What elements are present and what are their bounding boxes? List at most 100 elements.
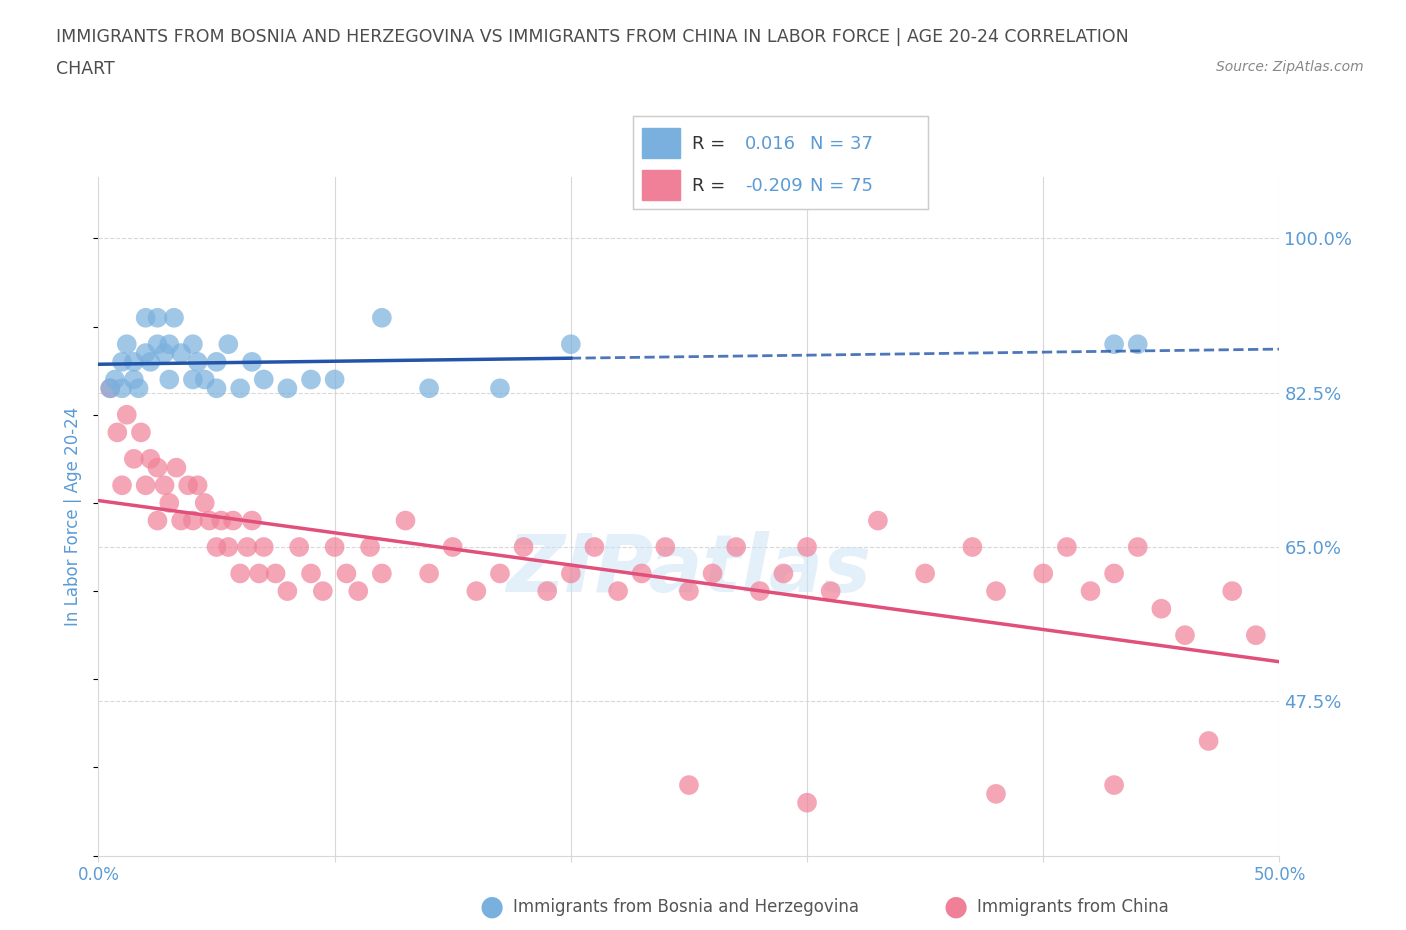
Point xyxy=(128,381,150,396)
Point xyxy=(654,539,676,554)
Point xyxy=(299,566,322,581)
Point xyxy=(135,346,157,361)
Point xyxy=(371,311,394,325)
Point xyxy=(371,566,394,581)
Text: ●: ● xyxy=(479,893,505,921)
Point xyxy=(98,381,121,396)
Point xyxy=(122,451,145,466)
Point xyxy=(205,381,228,396)
Text: R =: R = xyxy=(692,135,725,153)
Point xyxy=(165,460,187,475)
Point xyxy=(288,539,311,554)
Text: IMMIGRANTS FROM BOSNIA AND HERZEGOVINA VS IMMIGRANTS FROM CHINA IN LABOR FORCE |: IMMIGRANTS FROM BOSNIA AND HERZEGOVINA V… xyxy=(56,28,1129,46)
Text: Immigrants from China: Immigrants from China xyxy=(977,897,1168,916)
Point xyxy=(229,381,252,396)
Point xyxy=(323,539,346,554)
Point xyxy=(198,513,221,528)
Point xyxy=(678,584,700,599)
Point xyxy=(129,425,152,440)
Point xyxy=(163,311,186,325)
Point xyxy=(187,354,209,369)
Text: ●: ● xyxy=(943,893,969,921)
Point xyxy=(347,584,370,599)
Point xyxy=(111,381,134,396)
Point xyxy=(194,372,217,387)
Point xyxy=(914,566,936,581)
Point xyxy=(146,311,169,325)
Point xyxy=(276,381,298,396)
Point xyxy=(153,478,176,493)
Point xyxy=(253,539,276,554)
Point xyxy=(1102,566,1125,581)
Point xyxy=(139,451,162,466)
Bar xyxy=(641,128,681,158)
Text: R =: R = xyxy=(692,177,725,195)
Point xyxy=(536,584,558,599)
Point xyxy=(177,478,200,493)
Point xyxy=(122,354,145,369)
Point xyxy=(1126,539,1149,554)
Point xyxy=(236,539,259,554)
Point xyxy=(702,566,724,581)
Point xyxy=(181,372,204,387)
Point xyxy=(153,346,176,361)
Point xyxy=(222,513,245,528)
Point xyxy=(394,513,416,528)
Point xyxy=(796,539,818,554)
Point xyxy=(820,584,842,599)
Text: CHART: CHART xyxy=(56,60,115,78)
Point xyxy=(104,372,127,387)
Point xyxy=(135,311,157,325)
Point xyxy=(157,372,180,387)
Y-axis label: In Labor Force | Age 20-24: In Labor Force | Age 20-24 xyxy=(65,406,83,626)
Point xyxy=(465,584,488,599)
Point xyxy=(962,539,984,554)
Point xyxy=(98,381,121,396)
Point xyxy=(1126,337,1149,352)
Text: ZIPatlas: ZIPatlas xyxy=(506,531,872,609)
Point xyxy=(181,513,204,528)
Point xyxy=(772,566,794,581)
Point xyxy=(105,425,128,440)
Text: -0.209: -0.209 xyxy=(745,177,803,195)
Point xyxy=(323,372,346,387)
Point xyxy=(187,478,209,493)
Point xyxy=(247,566,270,581)
Point xyxy=(157,337,180,352)
Point xyxy=(115,337,138,352)
Point xyxy=(583,539,606,554)
Point xyxy=(299,372,322,387)
Point xyxy=(1220,584,1243,599)
Point xyxy=(1198,734,1220,749)
Point xyxy=(194,496,217,511)
Point xyxy=(607,584,630,599)
Point xyxy=(1056,539,1078,554)
Point xyxy=(181,337,204,352)
Point xyxy=(1244,628,1267,643)
Point xyxy=(984,584,1007,599)
Point xyxy=(157,496,180,511)
Point xyxy=(264,566,287,581)
Point xyxy=(312,584,335,599)
Point xyxy=(866,513,889,528)
Point xyxy=(205,539,228,554)
Point xyxy=(146,337,169,352)
Point xyxy=(560,337,582,352)
Point xyxy=(217,337,239,352)
Bar xyxy=(641,170,681,200)
Point xyxy=(111,478,134,493)
Point xyxy=(489,566,512,581)
Point xyxy=(984,787,1007,802)
Point xyxy=(1080,584,1102,599)
Point xyxy=(209,513,232,528)
Point xyxy=(630,566,652,581)
Point xyxy=(748,584,770,599)
Point xyxy=(253,372,276,387)
Point xyxy=(146,513,169,528)
Point xyxy=(205,354,228,369)
Point xyxy=(170,346,193,361)
Point xyxy=(512,539,534,554)
Point xyxy=(1174,628,1197,643)
Point xyxy=(725,539,748,554)
Point xyxy=(560,566,582,581)
